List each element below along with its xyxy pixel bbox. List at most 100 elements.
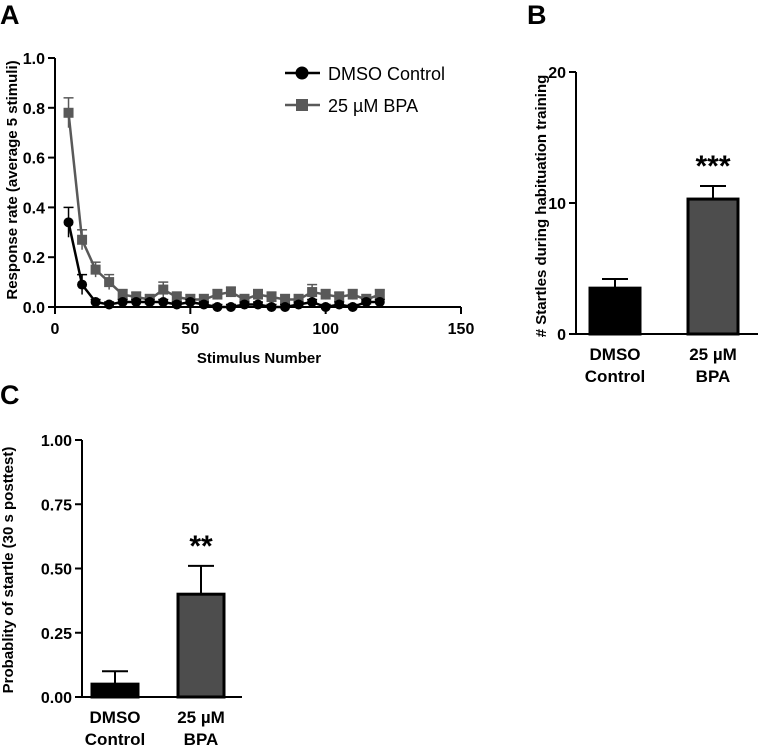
data-point <box>280 294 291 305</box>
panel-b-categories: DMSO Control 25 µM BPA <box>585 345 737 386</box>
data-point <box>361 297 372 308</box>
data-point <box>374 297 385 308</box>
data-point <box>185 297 196 308</box>
data-point <box>253 289 263 300</box>
panel-a-y-axis-title: Response rate (average 5 stimuli) <box>4 60 21 299</box>
panel-a-y-tick-label: 0.4 <box>23 200 45 217</box>
panel-a-x-axis-title: Stimulus Number <box>197 350 321 367</box>
data-point <box>266 292 277 303</box>
panel-b-bar <box>588 286 642 336</box>
data-point <box>158 284 169 295</box>
panel-a-x-tick-label: 0 <box>51 321 60 338</box>
data-point <box>225 302 236 312</box>
data-point <box>266 302 277 312</box>
panel-c-letter: C <box>0 380 20 410</box>
panel-b-y-tick-label: 20 <box>548 65 566 82</box>
panel-c-y-tick-label: 0.75 <box>41 497 72 514</box>
data-point <box>131 297 142 308</box>
data-point <box>77 279 88 290</box>
panel-a-y-tick-label: 1.0 <box>23 51 45 68</box>
panel-b-category-label-line2: Control <box>585 367 645 386</box>
data-point <box>77 234 88 245</box>
data-point <box>198 299 209 310</box>
data-point <box>293 299 304 310</box>
panel-b-y-ticks: 0 10 20 <box>548 65 576 344</box>
panel-b-category-label-line2: BPA <box>696 367 731 386</box>
panel-b-bar <box>686 197 740 336</box>
panel-a-x-tick-label: 100 <box>312 321 339 338</box>
data-point <box>307 287 318 298</box>
data-point <box>320 289 331 300</box>
series-line <box>67 112 381 301</box>
legend-marker-dmso <box>295 66 309 80</box>
panel-c: C 0.00 0.25 0.50 0.75 1.00 ** DMSO Control 25 … <box>0 380 242 749</box>
panel-c-category-label-line2: BPA <box>184 730 219 749</box>
panel-c-category-label-line2: Control <box>85 730 145 749</box>
legend-marker-bpa <box>296 99 308 111</box>
panel-a-x-tick-label: 50 <box>181 321 199 338</box>
data-point <box>171 299 182 310</box>
panel-a-y-tick-label: 0.0 <box>23 300 45 317</box>
data-point <box>334 292 345 303</box>
panel-b-category-label-line1: DMSO <box>590 345 641 364</box>
data-point <box>212 289 223 300</box>
panel-a-series <box>63 97 385 312</box>
panel-c-bars: ** <box>90 530 226 699</box>
data-point <box>117 289 128 300</box>
data-point <box>117 297 128 308</box>
panel-c-y-tick-label: 0.00 <box>41 690 72 707</box>
data-point <box>280 302 291 312</box>
panel-c-y-tick-label: 0.50 <box>41 562 72 579</box>
panel-c-category-label-line1: 25 µM <box>177 708 225 727</box>
data-point <box>90 264 101 275</box>
panel-c-y-ticks: 0.00 0.25 0.50 0.75 1.00 <box>41 433 82 707</box>
panel-a-x-ticks: 0 50 100 150 <box>51 307 475 338</box>
data-point <box>307 297 318 308</box>
panel-c-categories: DMSO Control 25 µM BPA <box>85 708 225 749</box>
panel-a-y-tick-label: 0.8 <box>23 101 45 118</box>
series-dmso-control <box>63 206 385 312</box>
data-point <box>90 297 101 308</box>
panel-c-y-tick-label: 1.00 <box>41 433 72 450</box>
panel-a-x-tick-label: 150 <box>448 321 475 338</box>
data-point <box>347 289 358 300</box>
data-point <box>158 297 169 308</box>
panel-b-letter: B <box>527 0 547 30</box>
panel-c-y-tick-label: 0.25 <box>41 626 72 643</box>
legend-label-dmso: DMSO Control <box>328 64 445 84</box>
panel-b-y-tick-label: 10 <box>548 196 566 213</box>
panel-a-y-tick-label: 0.6 <box>23 151 45 168</box>
series-25um-bpa <box>63 97 385 305</box>
panel-a-letter: A <box>0 0 20 30</box>
data-point <box>334 299 345 310</box>
data-point <box>104 299 115 310</box>
panel-b-significance-label: *** <box>695 150 730 183</box>
panel-a: A 0.0 0.2 0.4 0.6 0.8 1.0 0 50 100 150 Stimulus … <box>0 0 474 367</box>
panel-b-bars: *** <box>588 150 740 336</box>
panel-a-legend: DMSO Control 25 µM BPA <box>285 64 445 116</box>
legend-label-bpa: 25 µM BPA <box>328 96 418 116</box>
data-point <box>347 302 358 312</box>
panel-a-y-ticks: 0.0 0.2 0.4 0.6 0.8 1.0 <box>23 51 55 317</box>
panel-c-significance-label: ** <box>189 530 213 563</box>
panel-b: B 0 10 20 *** DMSO Control 25 µM BPA # Startl… <box>527 0 758 386</box>
data-point <box>144 297 155 308</box>
data-point <box>374 289 385 300</box>
data-point <box>63 217 74 228</box>
panel-c-category-label-line1: DMSO <box>90 708 141 727</box>
data-point <box>104 277 115 288</box>
data-point <box>239 299 250 310</box>
panel-b-y-axis-title: # Startles during habituation training <box>533 75 550 338</box>
data-point <box>171 292 182 303</box>
data-point <box>320 302 331 312</box>
data-point <box>253 299 263 310</box>
panel-c-bar <box>176 592 226 699</box>
data-point <box>212 302 223 312</box>
panel-a-y-tick-label: 0.2 <box>23 250 45 267</box>
data-point <box>63 107 74 118</box>
panel-b-y-tick-label: 0 <box>557 327 566 344</box>
panel-c-bar <box>90 682 140 699</box>
data-point <box>225 287 236 298</box>
panel-b-category-label-line1: 25 µM <box>689 345 737 364</box>
